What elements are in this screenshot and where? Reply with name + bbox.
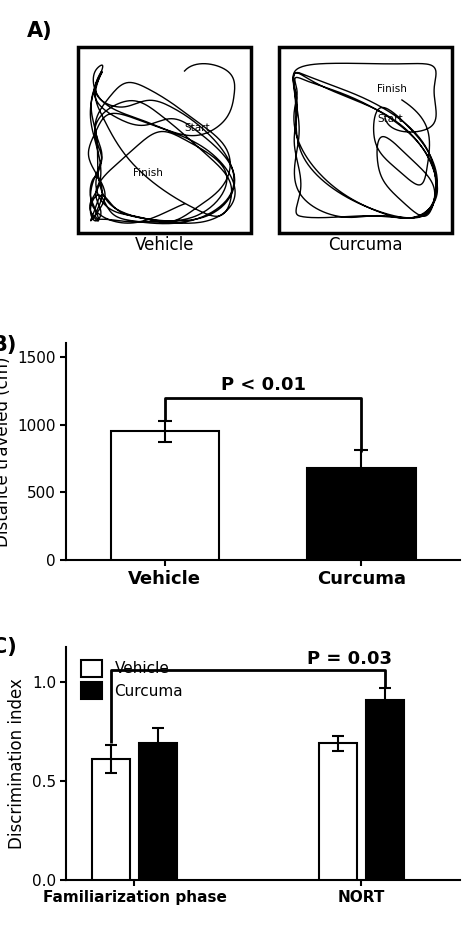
Text: P = 0.03: P = 0.03 <box>308 650 392 668</box>
Bar <box>92 759 130 880</box>
Text: Finish: Finish <box>133 167 163 178</box>
Text: Start: Start <box>377 114 403 124</box>
Text: C): C) <box>0 637 17 657</box>
Bar <box>139 743 177 880</box>
Text: P < 0.01: P < 0.01 <box>220 376 306 394</box>
Y-axis label: Discrimination index: Discrimination index <box>8 678 26 849</box>
Text: Vehicle: Vehicle <box>135 236 194 254</box>
FancyBboxPatch shape <box>279 47 452 233</box>
Y-axis label: Distance traveled (cm): Distance traveled (cm) <box>0 357 12 547</box>
Bar <box>319 743 357 880</box>
Text: Curcuma: Curcuma <box>328 236 402 254</box>
Text: Start: Start <box>184 123 210 134</box>
Text: Finish: Finish <box>377 84 407 93</box>
Text: A): A) <box>27 22 53 41</box>
FancyBboxPatch shape <box>78 47 251 233</box>
Bar <box>307 468 416 560</box>
Legend: Vehicle, Curcuma: Vehicle, Curcuma <box>78 657 186 703</box>
Bar <box>366 700 404 880</box>
Bar <box>110 431 219 560</box>
Text: B): B) <box>0 335 17 355</box>
